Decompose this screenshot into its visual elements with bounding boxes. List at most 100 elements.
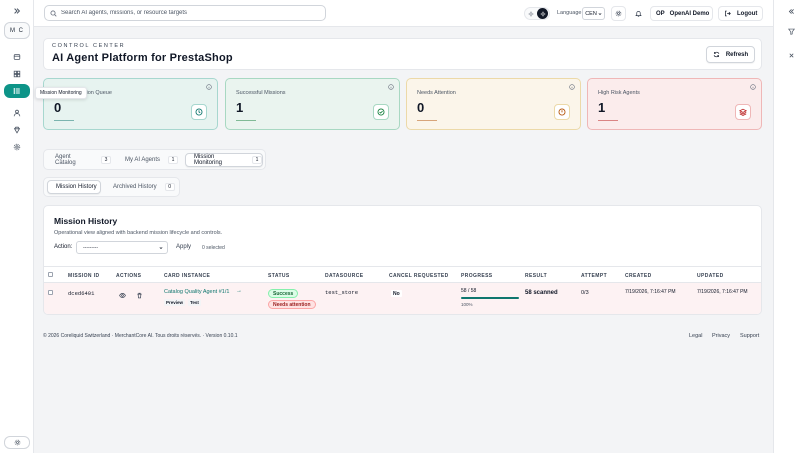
bulk-action-value: --------- — [83, 244, 98, 251]
stat-label: Successful Missions — [236, 90, 286, 96]
logout-button[interactable]: Logout — [718, 6, 763, 21]
right-sidebar — [773, 0, 806, 453]
layers-icon[interactable] — [7, 50, 27, 64]
chevron-down-icon — [598, 12, 602, 15]
stat-label: High Risk Agents — [598, 90, 640, 96]
stat-underline — [598, 120, 618, 121]
tab-my-ai-agents[interactable]: My AI Agents 1 — [117, 153, 179, 167]
language-select[interactable]: CEN — [582, 7, 605, 20]
selected-count: 0 selected — [202, 245, 225, 251]
trash-icon[interactable] — [135, 291, 144, 300]
info-icon[interactable] — [569, 84, 575, 90]
close-icon[interactable] — [784, 49, 798, 61]
diamond-icon[interactable] — [7, 123, 27, 137]
workspace-avatar[interactable]: M C — [4, 22, 30, 39]
column-header: STATUS — [268, 273, 290, 279]
search-input[interactable] — [61, 10, 311, 16]
info-icon[interactable] — [750, 84, 756, 90]
bulk-action-select[interactable]: --------- — [76, 241, 168, 254]
result: 58 scanned — [525, 290, 558, 296]
created-timestamp: 7/19/2026, 7:16:47 PM — [625, 289, 676, 295]
mission-id: dced6401 — [68, 290, 95, 297]
search-bar[interactable] — [44, 5, 326, 21]
eye-icon[interactable] — [118, 291, 127, 300]
filter-icon[interactable] — [784, 25, 798, 37]
column-header: MISSION ID — [68, 273, 100, 279]
tab-agent-catalog[interactable]: Agent Catalog 3 — [47, 153, 111, 167]
user-initials: OP — [656, 10, 665, 17]
top-bar: Language CEN OP OpenAI Demo Logout — [34, 0, 773, 27]
column-header: CREATED — [625, 273, 652, 279]
card-instance-link[interactable]: Catalog Quality Agent #1/1 — [164, 289, 230, 295]
attempt: 0/3 — [581, 290, 589, 296]
panel-subtitle: Operational view aligned with backend mi… — [54, 230, 223, 236]
tab-label: Agent Catalog — [55, 154, 76, 166]
table-row[interactable]: dced6401 Catalog Quality Agent #1/1 → Pr… — [44, 283, 761, 314]
theme-toggle[interactable] — [524, 7, 550, 20]
grid-icon[interactable] — [7, 67, 27, 81]
tab-mission-monitoring[interactable]: Mission Monitoring 1 — [185, 153, 263, 167]
stack-icon — [735, 104, 751, 120]
left-sidebar: M C — [0, 0, 34, 453]
user-icon[interactable] — [7, 106, 27, 120]
language-label: Language — [557, 10, 582, 16]
stat-value: 1 — [598, 100, 606, 115]
column-header: PROGRESS — [461, 273, 493, 279]
collapse-panel-icon[interactable] — [784, 5, 798, 17]
list-icon — [13, 88, 20, 94]
settings-button[interactable] — [4, 436, 30, 449]
panel-title: Mission History — [54, 216, 118, 226]
tab-count-badge: 1 — [168, 156, 179, 164]
main-tabs: Agent Catalog 3 My AI Agents 1 Mission M… — [43, 149, 266, 170]
updated-timestamp: 7/19/2026, 7:16:47 PM — [697, 289, 748, 295]
stat-value: 0 — [54, 100, 62, 115]
refresh-button[interactable]: Refresh — [706, 46, 755, 63]
search-icon — [50, 9, 57, 17]
apply-button[interactable]: Apply — [176, 244, 192, 250]
page-eyebrow: CONTROL CENTER — [52, 43, 126, 49]
settings-sliders-button[interactable] — [611, 6, 626, 21]
footer-link-support[interactable]: Support — [740, 333, 760, 339]
stat-underline — [236, 120, 256, 121]
stat-card-needs-attention: Needs Attention 0 — [406, 78, 581, 130]
refresh-icon — [713, 51, 720, 58]
info-icon[interactable] — [206, 84, 212, 90]
gear-icon[interactable] — [7, 140, 27, 154]
alert-circle-icon — [554, 104, 570, 120]
footer-link-legal[interactable]: Legal — [689, 333, 703, 339]
row-checkbox[interactable] — [48, 290, 53, 295]
gear-icon — [14, 439, 20, 446]
tab-count-badge: 1 — [252, 156, 262, 164]
tab-archived-history[interactable]: Archived History 0 — [105, 180, 177, 194]
tab-count-badge: 0 — [164, 183, 175, 191]
footer-link-privacy[interactable]: Privacy — [712, 333, 731, 339]
sidebar-item-mission-monitoring[interactable] — [4, 84, 30, 98]
mission-history-panel: Mission History Operational view aligned… — [43, 205, 762, 315]
check-circle-icon — [373, 104, 389, 120]
select-all-checkbox[interactable] — [48, 272, 53, 277]
column-header: UPDATED — [697, 273, 724, 279]
tab-mission-history[interactable]: Mission History — [47, 180, 101, 194]
datasource: test_store — [325, 289, 359, 296]
stat-label: ssion Queue — [81, 90, 112, 96]
tab-label: Archived History — [113, 184, 157, 190]
action-label: Action: — [54, 244, 73, 250]
cancel-requested: No — [391, 290, 402, 297]
progress-percent: 100% — [461, 302, 473, 307]
expand-sidebar-icon[interactable] — [7, 4, 27, 18]
tab-label: Mission Monitoring — [194, 154, 223, 166]
info-icon[interactable] — [388, 84, 394, 90]
tab-label: My AI Agents — [125, 157, 161, 163]
tag-test: Test — [188, 299, 201, 306]
needs-attention-badge: Needs attention — [268, 300, 316, 309]
user-menu[interactable]: OP OpenAI Demo — [650, 6, 713, 21]
logout-icon — [725, 10, 731, 17]
stat-card-mission-queue: ssion Queue 0 — [43, 78, 218, 130]
moon-icon — [537, 8, 548, 19]
arrow-right-icon[interactable]: → — [236, 288, 242, 294]
page-header: CONTROL CENTER AI Agent Platform for Pre… — [43, 38, 762, 70]
stat-underline — [417, 120, 437, 121]
notifications-button[interactable] — [631, 6, 646, 21]
stat-card-high-risk-agents: High Risk Agents 1 — [587, 78, 762, 130]
footer-copyright: © 2026 Coreliquid Switzerland · Merchant… — [43, 333, 238, 339]
